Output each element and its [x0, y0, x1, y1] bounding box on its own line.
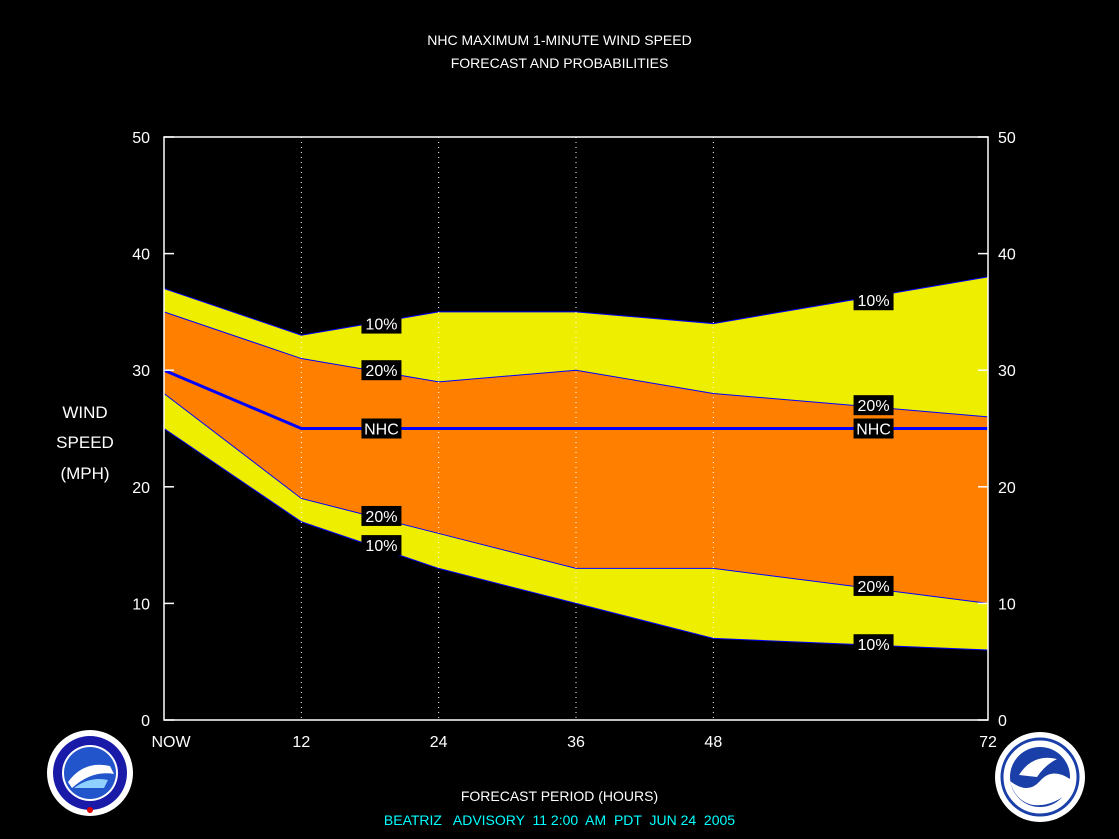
data-label-8: 20%	[858, 579, 890, 596]
data-label-bg-5	[853, 290, 894, 311]
y-axis-label-line-2: SPEED	[56, 433, 114, 452]
nhc-forecast-line	[163, 368, 988, 430]
data-label-0: 10%	[365, 317, 397, 334]
y-tick-label-right-40: 40	[998, 247, 1016, 264]
y-tick-label-right-0: 0	[998, 713, 1007, 730]
x-tick-label-48: 48	[704, 734, 722, 751]
x-tick-label-36: 36	[567, 734, 585, 751]
y-axis-label-line-1: WIND	[62, 403, 108, 422]
data-label-bg-9	[853, 634, 894, 655]
y-tick-label-left-10: 10	[132, 596, 150, 613]
data-label-bg-3	[361, 505, 402, 526]
y-tick-label-left-20: 20	[132, 480, 150, 497]
data-label-bg-1	[361, 360, 402, 381]
data-label-6: 20%	[858, 398, 890, 415]
x-tick-label-72: 72	[979, 734, 997, 751]
y-tick-label-left-30: 30	[132, 363, 150, 380]
x-tick-label-NOW: NOW	[151, 734, 191, 751]
advisory-footer: BEATRIZ ADVISORY 11 2:00 AM PDT JUN 24 2…	[383, 812, 736, 828]
y-tick-label-left-50: 50	[132, 130, 150, 147]
data-label-3: 20%	[365, 509, 397, 526]
data-label-2: NHC	[364, 422, 399, 439]
data-label-bg-4	[361, 535, 402, 556]
data-label-bg-8	[853, 575, 894, 596]
chart-title: NHC MAXIMUM 1-MINUTE WIND SPEED	[427, 32, 692, 48]
data-label-bg-0	[361, 313, 402, 334]
y-tick-label-left-40: 40	[132, 247, 150, 264]
chart-subtitle: FORECAST AND PROBABILITIES	[450, 55, 669, 71]
data-label-bg-6	[853, 395, 894, 416]
y-tick-label-left-0: 0	[141, 713, 150, 730]
y-tick-label-right-30: 30	[998, 363, 1016, 380]
plot-frame	[163, 136, 989, 721]
data-label-7: NHC	[856, 422, 891, 439]
noaa-logo-icon	[995, 732, 1085, 822]
series-line-4	[163, 428, 989, 651]
data-label-1: 20%	[365, 363, 397, 380]
series-line-3	[163, 393, 989, 604]
series-line-1	[163, 311, 989, 418]
series-line-0	[163, 276, 989, 336]
data-label-4: 10%	[365, 538, 397, 555]
y-tick-label-right-10: 10	[998, 596, 1016, 613]
data-label-9: 10%	[858, 637, 890, 654]
data-label-5: 10%	[858, 293, 890, 310]
x-axis-label: FORECAST PERIOD (HOURS)	[460, 788, 659, 804]
y-axis-label-line-3: (MPH)	[60, 464, 110, 483]
noaa-weather-service-seal-icon	[47, 730, 133, 816]
y-tick-label-right-20: 20	[998, 480, 1016, 497]
y-tick-label-right-50: 50	[998, 130, 1016, 147]
data-label-bg-2	[361, 418, 402, 439]
x-tick-label-24: 24	[430, 734, 448, 751]
data-label-bg-7	[853, 418, 894, 439]
x-tick-label-12: 12	[292, 734, 310, 751]
